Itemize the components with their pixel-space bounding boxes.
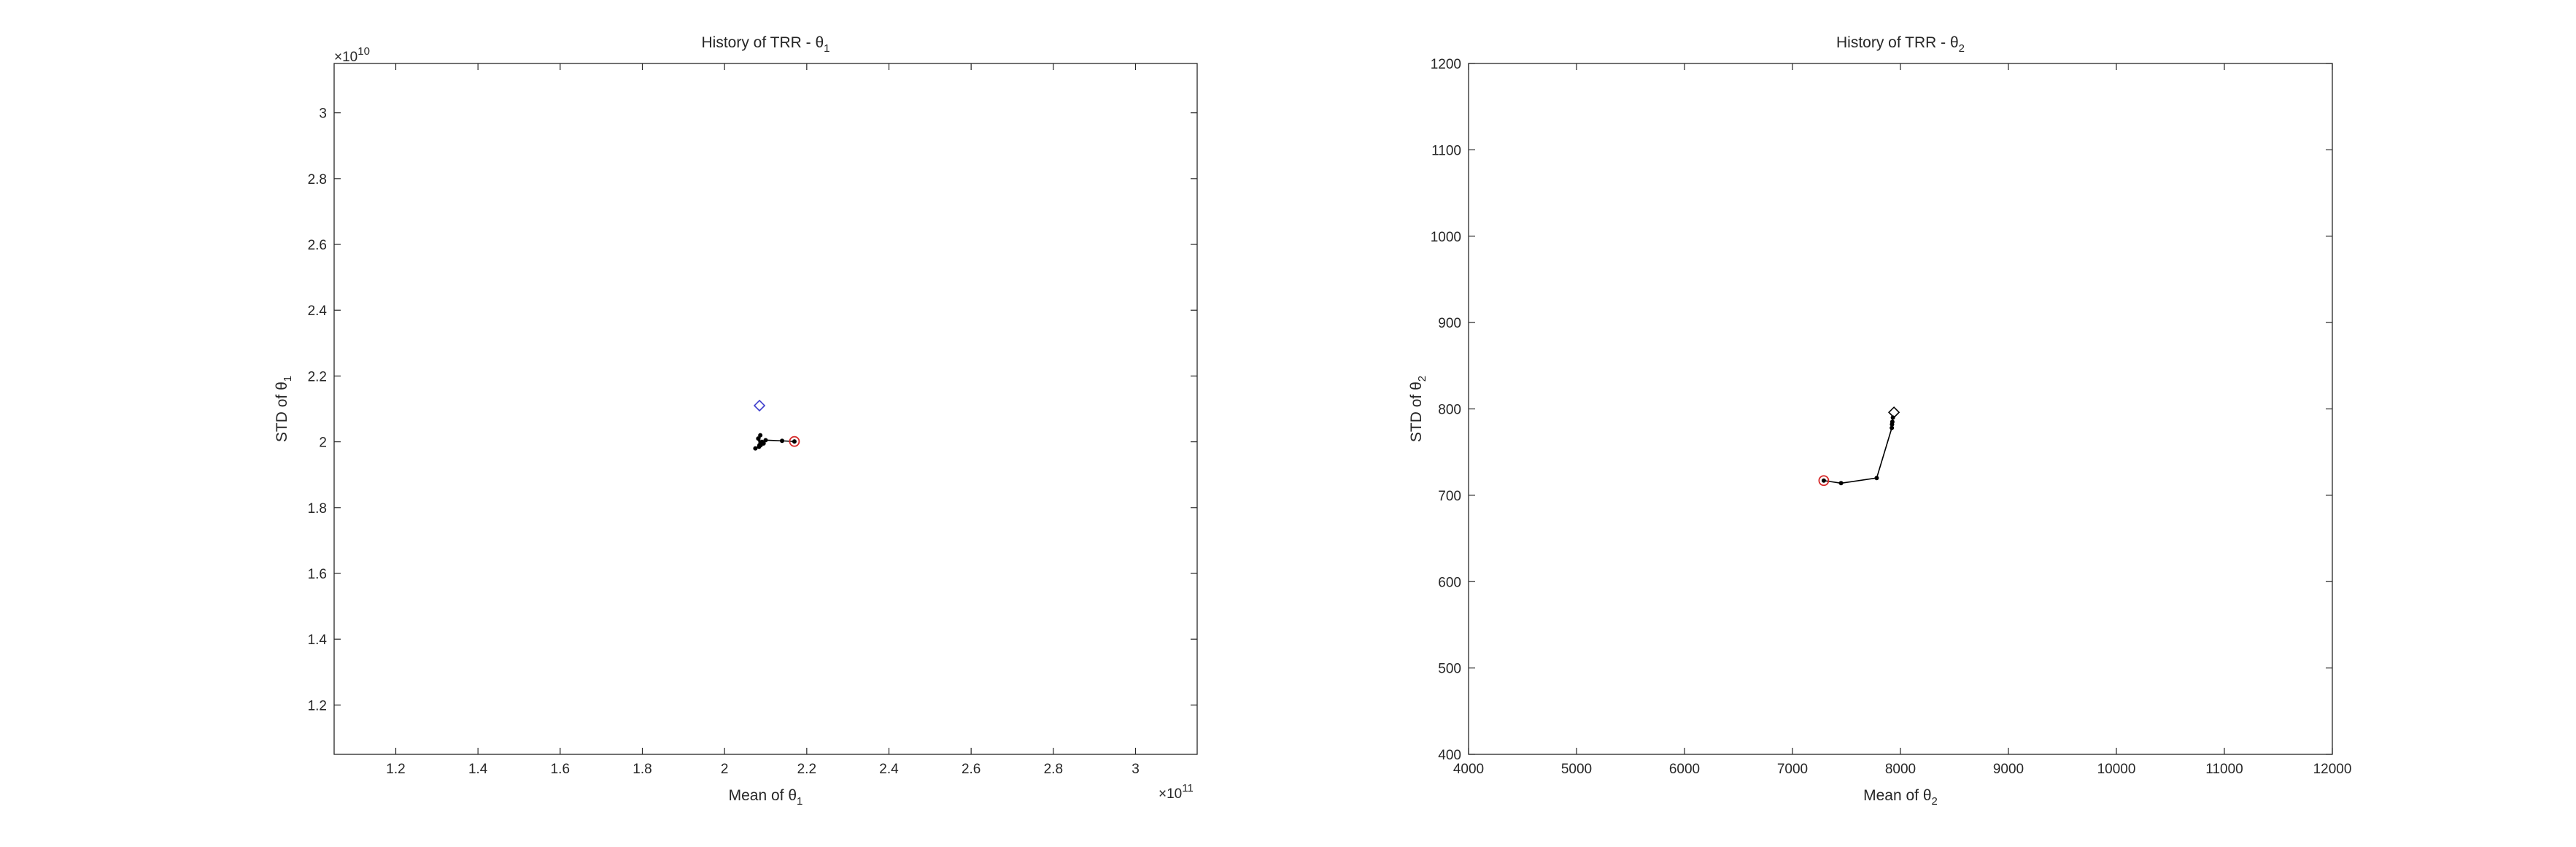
x-tick-label: 4000 [1453,762,1484,777]
history-point [1821,478,1826,483]
y-tick-label: 1200 [1431,57,1461,72]
x-tick-label: 2 [721,762,729,777]
history-point [756,436,761,441]
history-point [759,439,765,444]
history-point [780,438,785,444]
x-tick-label: 1.4 [468,762,488,777]
history-point [758,443,763,448]
end-point-marker [1887,406,1900,419]
y-tick-label: 1.2 [308,698,327,713]
x-tick-label: 11000 [2205,762,2243,777]
y-tick-label: 3 [319,107,327,122]
history-point [763,438,768,443]
x-tick-label: 1.6 [551,762,570,777]
y-tick-label: 800 [1438,403,1461,418]
history-point [792,439,797,444]
y-tick-label: 1.4 [308,633,328,648]
x-tick-label: 2.4 [879,762,899,777]
x-tick-label: 9000 [1993,762,2024,777]
x-tick-label: 10000 [2097,762,2136,777]
x-tick-label: 1.8 [633,762,651,777]
x-exponent-label: ×1011 [1159,782,1194,802]
x-tick-label: 8000 [1885,762,1916,777]
y-tick-label: 2.4 [308,303,328,319]
y-tick-label: 1100 [1431,143,1461,158]
x-axis-label: Mean of θ1 [729,787,803,808]
y-tick-label: 2.6 [308,238,327,253]
x-tick-label: 3 [1132,762,1140,777]
x-tick-label: 6000 [1669,762,1700,777]
theta1-history-chart: 1.2 1.4 1.6 1.8 2 2.2 2.4 2.6 2.8 3 1.2 1.4 1.6 1.8 2 2… [274,34,1198,808]
x-tick-label: 2.6 [962,762,980,777]
y-axis-label: STD of θ2 [1408,376,1428,442]
y-tick-label: 600 [1438,575,1461,590]
history-point [1890,415,1895,420]
history-path-line [1823,417,1894,484]
history-point [1890,425,1895,430]
history-point [1890,422,1895,427]
y-tick-label: 2.8 [308,172,327,187]
y-tick-label: 2 [319,436,327,451]
axes-box [1468,63,2333,755]
theta2-history-chart: 4000 5000 6000 7000 8000 9000 10000 11000 12000 4… [1408,34,2351,808]
history-point [758,433,763,438]
axes-box [333,63,1198,755]
y-tick-label: 400 [1438,748,1461,763]
x-tick-label: 5000 [1561,762,1592,777]
y-axis-label: STD of θ1 [274,376,294,442]
x-tick-label: 2.8 [1044,762,1063,777]
x-tick-label: 1.2 [386,762,405,777]
y-tick-label: 2.2 [308,369,327,384]
x-tick-label: 2.2 [797,762,816,777]
y-tick-label: 1.6 [308,567,327,582]
end-point-marker [753,399,766,412]
chart-title: History of TRR - θ1 [702,34,830,55]
y-tick-label: 900 [1438,316,1461,331]
y-tick-label: 700 [1438,489,1461,504]
x-tick-label: 12000 [2313,762,2352,777]
x-tick-label: 7000 [1777,762,1808,777]
history-point [1874,476,1879,481]
start-point-marker [1818,475,1830,487]
start-point-marker [789,436,800,447]
y-tick-label: 1.8 [308,501,327,517]
y-tick-label: 500 [1438,662,1461,677]
chart-title: History of TRR - θ2 [1836,34,1965,55]
y-tick-label: 1000 [1431,230,1461,245]
y-exponent-label: ×1010 [334,45,370,65]
x-axis-label: Mean of θ2 [1863,787,1938,808]
history-point [753,446,758,451]
history-point [1838,481,1844,486]
